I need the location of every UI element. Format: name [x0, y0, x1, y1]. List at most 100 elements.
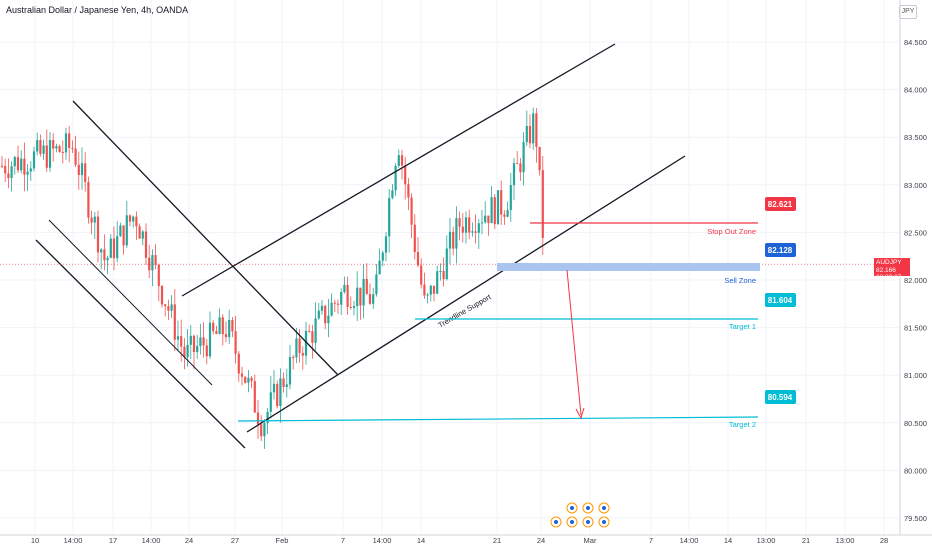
candle-body [420, 265, 423, 285]
candle-body [151, 255, 154, 271]
candle-body [320, 305, 324, 311]
candle-body [180, 336, 183, 347]
candle-body [292, 357, 295, 359]
price-tick-label: 80.000 [904, 466, 927, 475]
candle-body [324, 305, 327, 324]
candle-body [349, 307, 352, 309]
candle-body [487, 215, 490, 224]
candle-body [189, 335, 192, 345]
event-icon-dot [570, 520, 574, 524]
candle-body [260, 424, 263, 437]
target-1-badge-bg [765, 293, 796, 307]
candle-body [87, 182, 90, 218]
candle-body [455, 218, 458, 249]
time-tick-label: 14:00 [680, 536, 699, 545]
price-tick-label: 81.000 [904, 371, 927, 380]
candle-body [346, 284, 349, 308]
candle-body [240, 373, 244, 377]
candle-body [356, 287, 359, 307]
event-icon-dot [586, 520, 590, 524]
candle-body [45, 145, 48, 168]
time-tick-label: 21 [802, 536, 810, 545]
candle-body [4, 166, 7, 174]
candle-body [10, 166, 13, 179]
candle-body [458, 218, 461, 227]
candle-body [343, 284, 346, 293]
chart-title: Australian Dollar / Japanese Yen, 4h, OA… [6, 5, 189, 15]
candle-body [461, 226, 464, 233]
candle-body [295, 338, 298, 358]
candle-body [80, 163, 84, 176]
time-tick-label: 24 [537, 536, 545, 545]
time-tick-label: 7 [341, 536, 345, 545]
candle-body [327, 315, 330, 324]
candle-body [394, 165, 397, 191]
candle-body [221, 317, 224, 335]
candle-body [285, 384, 288, 387]
candle-body [391, 190, 394, 199]
candle-body [13, 157, 16, 167]
candle-body [314, 318, 317, 343]
candle-body [429, 285, 432, 295]
candle-body [154, 255, 157, 265]
target-2-label: Target 2 [729, 420, 756, 429]
ascending-channel-upper [181, 43, 616, 297]
candle-body [365, 278, 368, 295]
candle-body [55, 146, 58, 149]
candle-body [71, 147, 74, 149]
candle-body [288, 357, 292, 385]
candle-body [247, 377, 250, 383]
target-arrow-head [575, 407, 585, 420]
candle-body [413, 224, 416, 252]
target-1-badge: 81.604 [765, 293, 796, 307]
sell-zone-label: Sell Zone [724, 276, 756, 285]
candle-body [426, 294, 429, 296]
candle-body [48, 140, 52, 168]
candle-body [282, 378, 285, 387]
event-icon-dot [554, 520, 558, 524]
candle-body [272, 383, 276, 393]
price-tick-label: 82.500 [904, 228, 927, 237]
candle-body [77, 164, 80, 176]
candle-body [90, 217, 93, 223]
candle-body [7, 173, 10, 179]
candle-body [384, 236, 388, 253]
candle-body [298, 338, 301, 353]
candles [0, 107, 544, 449]
descending-channel-upper [72, 100, 339, 376]
price-tick-label: 80.500 [904, 419, 927, 428]
candle-body [116, 236, 119, 259]
candle-body [208, 322, 212, 357]
candle-body [474, 231, 477, 233]
candle-body [176, 336, 180, 340]
grid [0, 0, 900, 535]
candle-body [333, 302, 336, 304]
time-tick-label: 27 [231, 536, 239, 545]
time-tick-label: 14:00 [142, 536, 161, 545]
candle-body [375, 274, 378, 295]
event-icon-dot [602, 506, 606, 510]
candle-body [448, 231, 452, 249]
candle-body [119, 225, 122, 237]
current-price-value: 82.166 [876, 266, 896, 274]
target-1-price: 81.604 [768, 296, 793, 305]
candle-body [400, 155, 404, 166]
levels: 82.621 Stop Out Zone 82.128 Sell Zone 81.604… [0, 197, 900, 429]
target-2-badge-bg [765, 390, 796, 404]
candle-body [352, 306, 356, 308]
event-icon-dot [570, 506, 574, 510]
time-tick-label: Mar [584, 536, 597, 545]
candle-body [359, 287, 362, 306]
candle-body [228, 319, 231, 338]
candle-body [464, 217, 468, 233]
candle-body [93, 216, 96, 223]
candle-body [68, 133, 71, 148]
price-tick-label: 81.500 [904, 324, 927, 333]
currency-button[interactable]: JPY [899, 5, 917, 19]
candle-body [231, 319, 234, 332]
candle-body [157, 264, 160, 287]
candle-body [416, 251, 420, 266]
candle-body [304, 330, 308, 356]
